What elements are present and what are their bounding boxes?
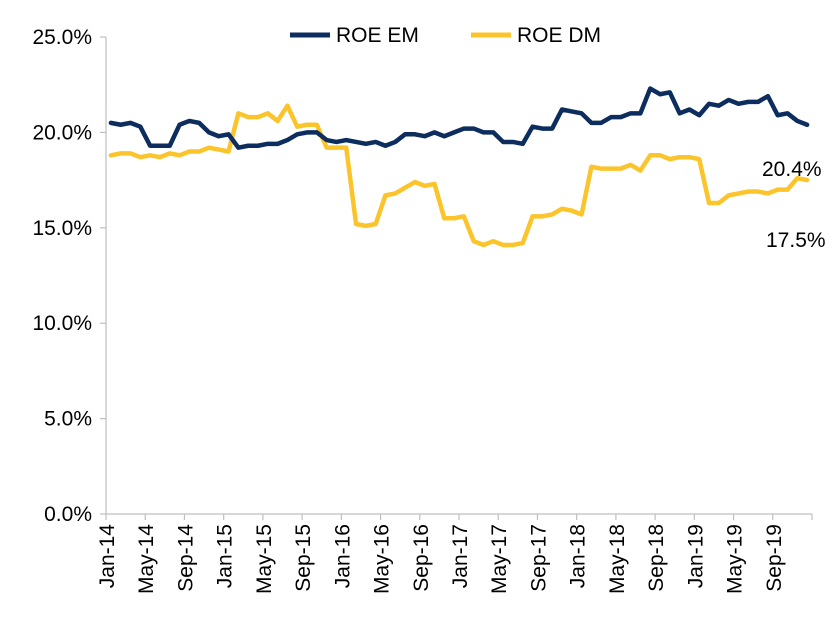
series-line-roe-dm: [108, 103, 810, 248]
x-tick-label: Jan-16: [331, 524, 354, 588]
x-tick-label: Jan-19: [684, 524, 707, 588]
x-tick-label: Sep-19: [763, 524, 786, 592]
legend-label-roe-dm: ROE DM: [517, 24, 601, 47]
y-tick-label: 10.0%: [32, 312, 92, 335]
y-tick-label: 25.0%: [32, 26, 92, 49]
x-tick-label: May-14: [135, 524, 158, 594]
x-tick-label: Sep-17: [527, 524, 550, 592]
series-lines: [108, 86, 810, 248]
y-tick-label: 5.0%: [44, 408, 92, 431]
y-tick-label: 0.0%: [44, 503, 92, 526]
y-tick-label: 20.0%: [32, 121, 92, 144]
x-tick-label: Jan-14: [96, 524, 119, 589]
x-tick-label: May-15: [253, 524, 276, 594]
y-tick-label: 15.0%: [32, 217, 92, 240]
x-tick-label: May-16: [371, 524, 394, 594]
x-tick-label: Sep-15: [292, 524, 315, 592]
x-tick-label: Jan-17: [449, 524, 472, 588]
series-line-roe-em: [108, 86, 810, 150]
x-tick-label: Sep-18: [645, 524, 668, 592]
end-label-roe-em: 20.4%: [762, 158, 822, 181]
y-axis: 0.0% 5.0% 10.0% 15.0% 20.0% 25.0%: [32, 26, 107, 526]
legend-label-roe-em: ROE EM: [336, 24, 419, 47]
legend: ROE EM ROE DM: [290, 24, 601, 47]
x-tick-label: May-19: [724, 524, 747, 594]
x-tick-label: May-17: [488, 524, 511, 594]
end-label-roe-dm: 17.5%: [766, 229, 826, 252]
x-tick-label: Jan-18: [567, 524, 590, 588]
x-axis: Jan-14 May-14 Sep-14 Jan-15 May-15 Sep-15 Jan-…: [96, 513, 813, 594]
x-tick-label: May-18: [606, 524, 629, 594]
x-tick-label: Jan-15: [214, 524, 237, 588]
x-tick-label: Sep-16: [410, 524, 433, 592]
x-tick-label: Sep-14: [174, 524, 197, 592]
